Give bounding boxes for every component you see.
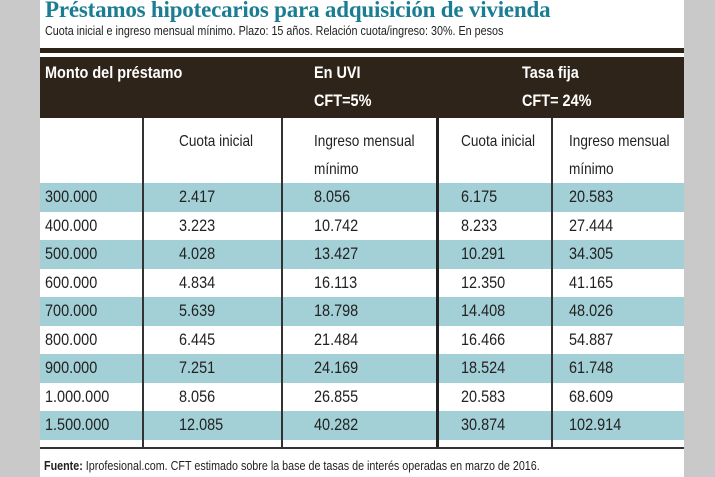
table-cell: 4.834	[179, 272, 216, 292]
table-cell: 41.165	[569, 272, 614, 292]
header-uvi-rate: CFT=5%	[314, 91, 372, 110]
table-cell: 24.169	[314, 358, 359, 377]
header-tasa-fija-rate: CFT= 24%	[522, 91, 592, 110]
col-header: Cuota inicial	[461, 133, 536, 150]
col-header: mínimo	[314, 161, 359, 178]
table-cell: 600.000	[45, 272, 98, 292]
table-body: 300.000 2.417 8.056 6.175 20.583 400.000 3.223…	[40, 183, 684, 440]
table-cell: 26.855	[314, 386, 359, 406]
column-divider	[142, 118, 144, 448]
table-cell: 500.000	[45, 244, 98, 263]
header-tasa-fija: Tasa fija	[522, 63, 579, 82]
col-header: Ingreso mensual	[569, 133, 670, 150]
table-cell: 400.000	[45, 215, 98, 235]
column-headers: Cuota inicial Ingreso mensual mínimo Cuo…	[40, 118, 684, 183]
column-divider	[281, 118, 283, 448]
table-cell: 18.524	[461, 358, 506, 377]
table-cell: 7.251	[179, 358, 216, 377]
column-divider	[551, 118, 553, 448]
col-header: mínimo	[569, 161, 614, 178]
table-row: 900.000 7.251 24.169 18.524 61.748	[40, 354, 684, 383]
table-cell: 102.914	[569, 415, 622, 434]
table-row: 700.000 5.639 18.798 14.408 48.026	[40, 297, 684, 326]
table-cell: 300.000	[45, 187, 98, 206]
table-cell: 4.028	[179, 244, 216, 263]
table-cell: 5.639	[179, 301, 216, 320]
table-cell: 20.583	[569, 187, 614, 206]
table-cell: 6.445	[179, 329, 216, 349]
table-cell: 48.026	[569, 301, 614, 320]
table-row: 1.000.000 8.056 26.855 20.583 68.609	[40, 383, 684, 412]
table-row: 600.000 4.834 16.113 12.350 41.165	[40, 269, 684, 298]
divider	[40, 48, 684, 53]
column-divider	[436, 118, 439, 448]
table-row: 800.000 6.445 21.484 16.466 54.887	[40, 326, 684, 355]
table-cell: 8.233	[461, 215, 498, 235]
infographic: Préstamos hipotecarios para adquisición …	[40, 0, 684, 477]
table-cell: 12.350	[461, 272, 506, 292]
table-cell: 16.113	[314, 272, 358, 292]
header-uvi: En UVI	[314, 63, 361, 82]
header-monto: Monto del préstamo	[45, 63, 183, 82]
table-cell: 54.887	[569, 329, 614, 349]
source-label: Fuente:	[44, 459, 83, 473]
table-header: Monto del préstamo En UVI CFT=5% Tasa fi…	[40, 57, 684, 118]
table-cell: 61.748	[569, 358, 614, 377]
table-row: 300.000 2.417 8.056 6.175 20.583	[40, 183, 684, 212]
table-cell: 1.000.000	[45, 386, 110, 406]
title: Préstamos hipotecarios para adquisición …	[45, 0, 551, 22]
table-cell: 10.742	[314, 215, 359, 235]
table-cell: 16.466	[461, 329, 506, 349]
table-cell: 8.056	[179, 386, 216, 406]
col-header: Ingreso mensual	[314, 133, 415, 150]
subtitle: Cuota inicial e ingreso mensual mínimo. …	[45, 24, 504, 38]
table-cell: 40.282	[314, 415, 359, 434]
table-row: 500.000 4.028 13.427 10.291 34.305	[40, 240, 684, 269]
table-row: 1.500.000 12.085 40.282 30.874 102.914	[40, 411, 684, 440]
table-cell: 14.408	[461, 301, 506, 320]
source-note: Fuente: Iprofesional.com. CFT estimado s…	[44, 459, 540, 473]
table-cell: 30.874	[461, 415, 506, 434]
table-cell: 68.609	[569, 386, 614, 406]
table-cell: 2.417	[179, 187, 216, 206]
table-cell: 3.223	[179, 215, 216, 235]
table-cell: 21.484	[314, 329, 359, 349]
table-cell: 12.085	[179, 415, 224, 434]
table-cell: 10.291	[461, 244, 506, 263]
table-cell: 13.427	[314, 244, 359, 263]
table-cell: 27.444	[569, 215, 614, 235]
divider	[40, 447, 684, 449]
col-header: Cuota inicial	[179, 133, 254, 150]
table-cell: 900.000	[45, 358, 98, 377]
table-cell: 34.305	[569, 244, 614, 263]
table-cell: 20.583	[461, 386, 506, 406]
table-cell: 6.175	[461, 187, 498, 206]
table-cell: 700.000	[45, 301, 98, 320]
source-text: Iprofesional.com. CFT estimado sobre la …	[82, 459, 540, 473]
table-cell: 800.000	[45, 329, 98, 349]
table-cell: 8.056	[314, 187, 351, 206]
table-cell: 1.500.000	[45, 415, 110, 434]
table-cell: 18.798	[314, 301, 359, 320]
table-row: 400.000 3.223 10.742 8.233 27.444	[40, 212, 684, 241]
